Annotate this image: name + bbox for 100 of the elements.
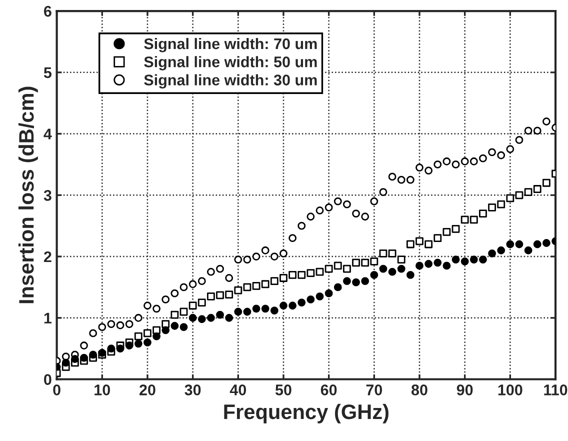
x-tick-label: 40	[230, 384, 246, 396]
point	[180, 308, 188, 316]
point	[352, 210, 360, 218]
point	[216, 291, 224, 300]
point	[352, 278, 360, 286]
point	[506, 194, 514, 202]
x-tick-label: 70	[366, 384, 382, 396]
x-tick-label: 10	[94, 384, 110, 396]
point	[324, 289, 333, 298]
point	[62, 358, 70, 367]
point	[533, 126, 542, 135]
point	[460, 216, 469, 224]
point	[370, 270, 378, 279]
point	[170, 322, 179, 330]
point	[288, 302, 297, 310]
point	[497, 151, 506, 160]
point	[343, 277, 351, 286]
point	[515, 191, 524, 200]
point	[533, 240, 542, 248]
point	[361, 212, 370, 221]
point	[316, 268, 324, 276]
point	[524, 188, 532, 196]
point	[334, 197, 342, 206]
point	[234, 308, 242, 316]
point	[188, 314, 197, 322]
point	[542, 178, 550, 187]
point	[162, 326, 170, 334]
point	[125, 342, 134, 350]
point	[497, 246, 506, 254]
legend-label: Signal line width: 30 um	[144, 74, 317, 89]
point	[188, 280, 197, 288]
point	[542, 118, 550, 126]
point	[470, 157, 478, 166]
point	[388, 249, 396, 258]
point	[479, 210, 487, 218]
point	[452, 160, 460, 168]
point	[89, 350, 98, 359]
point	[316, 292, 324, 300]
point	[152, 304, 160, 313]
point	[298, 298, 306, 306]
point	[170, 310, 179, 319]
point	[298, 222, 306, 230]
point	[416, 237, 424, 246]
point	[442, 157, 451, 166]
point	[397, 264, 406, 273]
y-tick-label: 6	[44, 6, 52, 17]
legend-label: Signal line width: 50 um	[144, 56, 317, 70]
y-tick-label: 3	[44, 190, 52, 201]
point	[306, 269, 315, 278]
point	[243, 256, 252, 264]
point	[361, 258, 370, 267]
x-tick-label: 0	[53, 384, 60, 396]
point	[488, 249, 496, 258]
point	[524, 246, 532, 254]
x-tick-label: 80	[411, 384, 428, 396]
point	[134, 332, 142, 340]
point	[479, 256, 487, 264]
point	[442, 262, 451, 270]
point	[280, 302, 288, 310]
point	[89, 329, 98, 338]
point	[334, 262, 342, 270]
x-tick-label: 100	[498, 384, 522, 396]
point	[206, 292, 215, 300]
point	[243, 308, 252, 316]
point	[470, 216, 478, 224]
point	[488, 203, 496, 212]
point	[80, 354, 88, 362]
point	[370, 257, 378, 266]
point	[152, 332, 160, 340]
point	[280, 249, 288, 258]
point	[216, 264, 224, 273]
point	[397, 256, 406, 264]
point	[452, 224, 460, 233]
point	[334, 283, 342, 292]
point	[261, 246, 270, 254]
point	[252, 282, 260, 290]
point	[180, 283, 188, 292]
point	[152, 326, 160, 334]
point	[542, 239, 550, 247]
point	[144, 338, 152, 346]
point	[470, 256, 478, 264]
point	[370, 197, 378, 206]
point	[343, 264, 351, 273]
point	[216, 310, 224, 319]
point	[252, 304, 260, 313]
x-tick-label: 20	[140, 384, 156, 396]
point	[424, 240, 433, 248]
point	[388, 268, 396, 276]
point	[452, 256, 460, 264]
point	[306, 296, 315, 304]
point	[198, 315, 206, 324]
point	[434, 258, 442, 267]
point	[80, 342, 88, 350]
point	[188, 302, 197, 310]
point	[234, 256, 242, 264]
point	[488, 148, 496, 156]
point	[252, 252, 260, 260]
point	[460, 157, 469, 166]
point	[460, 257, 469, 266]
point	[416, 262, 424, 270]
